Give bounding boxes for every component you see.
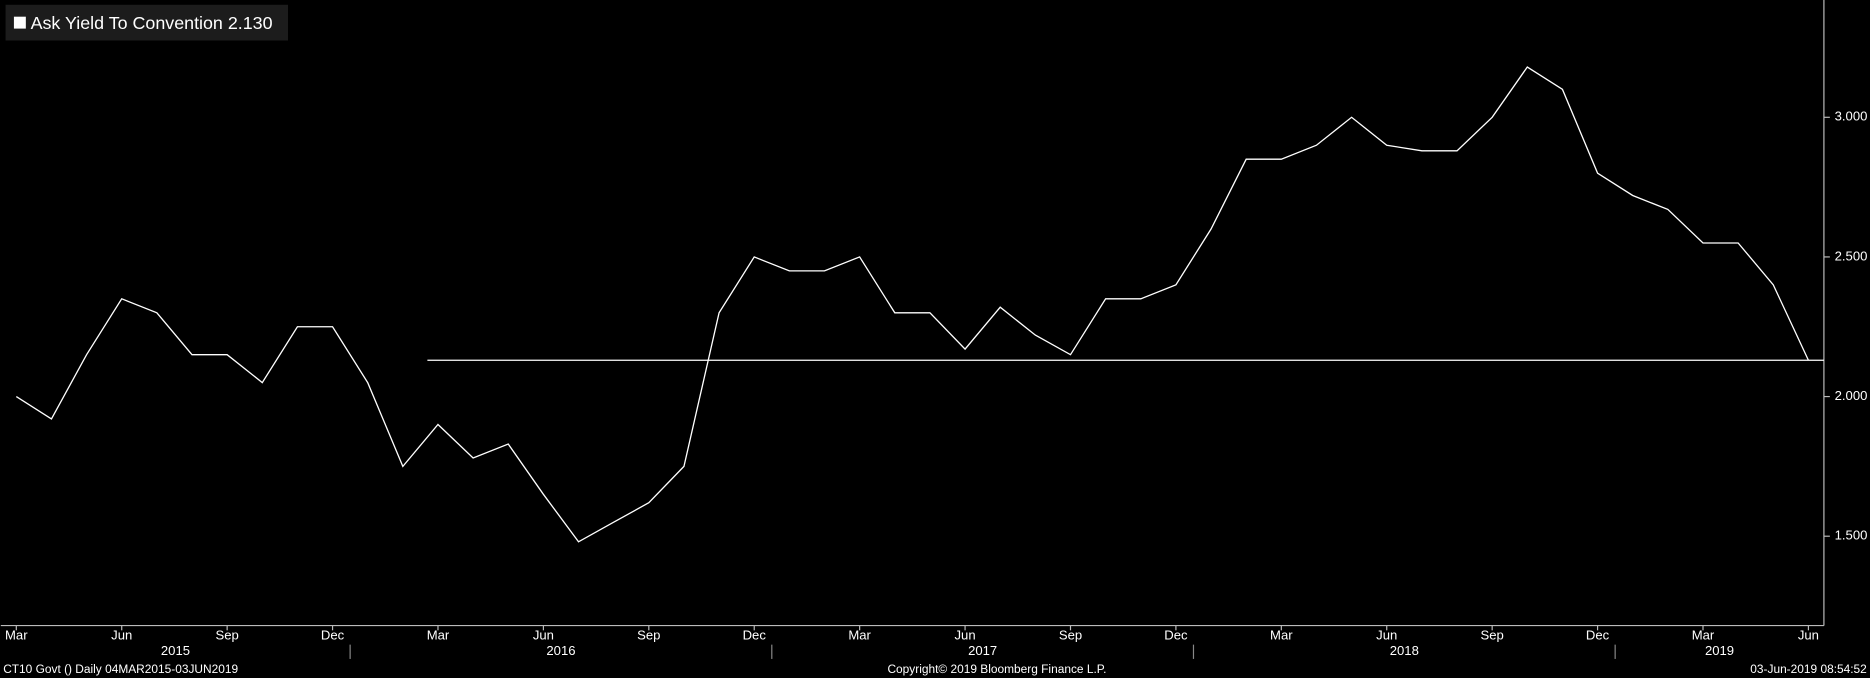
x-tick-label: Dec <box>743 628 767 643</box>
x-tick-label: Sep <box>637 628 660 643</box>
x-tick-label: Jun <box>955 628 976 643</box>
x-tick-label: Mar <box>848 628 871 643</box>
x-tick-label: Dec <box>1164 628 1188 643</box>
year-label: 2019 <box>1705 643 1734 658</box>
series-line <box>15 66 1810 543</box>
legend-label: Ask Yield To Convention 2.130 <box>31 13 273 33</box>
x-tick-label: Mar <box>5 628 28 643</box>
legend-name: Ask Yield To Convention <box>31 13 223 33</box>
legend-box <box>5 4 288 41</box>
x-tick-label: Sep <box>215 628 238 643</box>
footer-right: 03-Jun-2019 08:54:52 <box>1750 662 1867 676</box>
y-tick-label: 3.000 <box>1835 109 1868 124</box>
y-tick-label: 2.500 <box>1835 248 1868 263</box>
legend-swatch <box>13 16 26 29</box>
x-tick-label: Jun <box>533 628 554 643</box>
year-label: 2015 <box>161 643 190 658</box>
year-label: 2018 <box>1390 643 1419 658</box>
x-tick-label: Mar <box>1692 628 1715 643</box>
x-tick-label: Sep <box>1059 628 1082 643</box>
x-tick-label: Sep <box>1481 628 1504 643</box>
legend-value: 2.130 <box>228 13 273 33</box>
legend: Ask Yield To Convention 2.130 <box>5 4 288 41</box>
year-label: 2016 <box>546 643 575 658</box>
footer-center: Copyright© 2019 Bloomberg Finance L.P. <box>887 662 1106 676</box>
x-tick-label: Mar <box>1270 628 1293 643</box>
footer-left: CT10 Govt () Daily 04MAR2015-03JUN2019 <box>3 662 238 676</box>
y-tick-label: 2.000 <box>1835 388 1868 403</box>
x-tick-label: Jun <box>1798 628 1819 643</box>
year-label: 2017 <box>968 643 997 658</box>
x-tick-label: Jun <box>1376 628 1397 643</box>
y-tick-label: 1.500 <box>1835 528 1868 543</box>
x-tick-label: Jun <box>111 628 132 643</box>
x-tick-label: Dec <box>321 628 345 643</box>
x-tick-label: Dec <box>1586 628 1610 643</box>
x-tick-label: Mar <box>427 628 450 643</box>
